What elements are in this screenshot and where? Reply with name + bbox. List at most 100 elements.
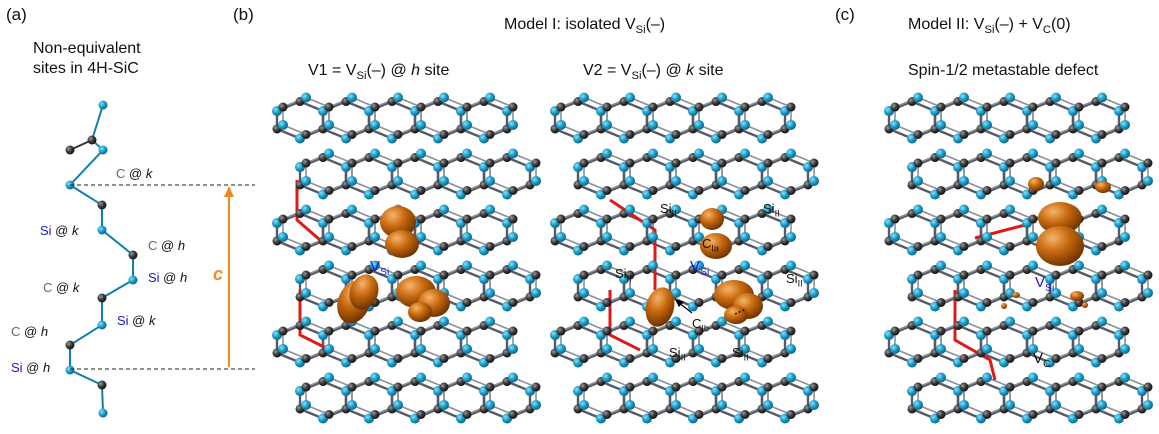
panel-a-label: (a) (6, 5, 27, 24)
si-atom (1051, 92, 1061, 103)
c-atom (462, 297, 472, 307)
c-atom (1005, 158, 1015, 168)
c-atom (982, 326, 992, 336)
c-atom (439, 129, 449, 139)
c-atom (579, 353, 589, 363)
si-atom (694, 231, 704, 242)
c-atom (786, 185, 796, 195)
si-atom (324, 231, 334, 242)
si-atom (278, 231, 288, 242)
c-atom (625, 241, 635, 251)
si-atom (982, 372, 992, 383)
site-label: C @ h (148, 238, 185, 253)
si-atom (625, 287, 635, 298)
si-atom (508, 372, 518, 383)
si-atom (648, 148, 658, 159)
site-atom: Si (117, 313, 129, 328)
c-atom (1097, 382, 1107, 392)
si-atom (579, 175, 589, 186)
c-atom (786, 326, 796, 336)
si-atom (347, 175, 357, 186)
si-atom (1051, 287, 1061, 298)
c-atom (1120, 214, 1130, 224)
si-atom (65, 365, 75, 375)
si-atom (602, 372, 612, 383)
si-atom (763, 204, 773, 215)
si-atom (1143, 287, 1153, 298)
si-atom (370, 148, 380, 159)
c-atom (1143, 382, 1153, 392)
c-atom (694, 409, 704, 419)
c-atom (485, 241, 495, 251)
lattice-v2 (550, 92, 819, 424)
si-atom (301, 316, 311, 327)
si-atom (462, 231, 472, 242)
si-atom (579, 204, 589, 215)
si-atom (416, 231, 426, 242)
si-atom (602, 119, 612, 130)
si-atom (602, 260, 612, 271)
c-atom (1143, 158, 1153, 168)
si-atom (97, 320, 107, 330)
si-atom (936, 260, 946, 271)
c-atom (508, 185, 518, 195)
c-atom (890, 214, 900, 224)
c-atom (694, 326, 704, 336)
c-atom (602, 326, 612, 336)
c-atom (1097, 158, 1107, 168)
c-atom (556, 326, 566, 336)
si-atom (462, 260, 472, 271)
c-atom (508, 214, 518, 224)
c-atom (324, 409, 334, 419)
si-atom (370, 260, 380, 271)
si-atom (485, 287, 495, 298)
si-atom (1120, 119, 1130, 130)
si-atom (913, 175, 923, 186)
c-atom (1028, 214, 1038, 224)
c-atom (1120, 409, 1130, 419)
c-atom (87, 135, 97, 145)
c-atom (648, 102, 658, 112)
si-atom (1051, 399, 1061, 410)
site-type: h (179, 270, 188, 285)
si-atom (556, 119, 566, 130)
c-atom (462, 102, 472, 112)
si-atom (959, 175, 969, 186)
si-atom (579, 92, 589, 103)
si-atom (1028, 343, 1038, 354)
c-atom (347, 270, 357, 280)
c-atom (531, 382, 541, 392)
c-atom (694, 185, 704, 195)
site-label: Si @ k (117, 313, 155, 328)
si-atom (671, 175, 681, 186)
c-atom (579, 382, 589, 392)
c-atom (347, 241, 357, 251)
c-atom (1120, 297, 1130, 307)
si-atom (694, 260, 704, 271)
si-atom (1120, 343, 1130, 354)
si-atom (1005, 399, 1015, 410)
c-atom (1051, 129, 1061, 139)
si-atom (97, 225, 107, 235)
c-atom (1005, 129, 1015, 139)
site-sep: @ (22, 360, 43, 375)
c-atom (740, 102, 750, 112)
si-atom (1028, 148, 1038, 159)
si-atom (98, 145, 108, 155)
si-atom (959, 92, 969, 103)
c-atom (1074, 185, 1084, 195)
si-atom (531, 399, 541, 410)
c-atom (982, 102, 992, 112)
si-atom (439, 92, 449, 103)
c-atom (959, 353, 969, 363)
si-atom (625, 92, 635, 103)
si-atom (1120, 372, 1130, 383)
c-atom (301, 353, 311, 363)
si-atom (347, 204, 357, 215)
si-atom (602, 231, 612, 242)
si-atom (959, 399, 969, 410)
c-atom (786, 214, 796, 224)
c-axis-label: c (213, 264, 224, 284)
si-atom (278, 343, 288, 354)
